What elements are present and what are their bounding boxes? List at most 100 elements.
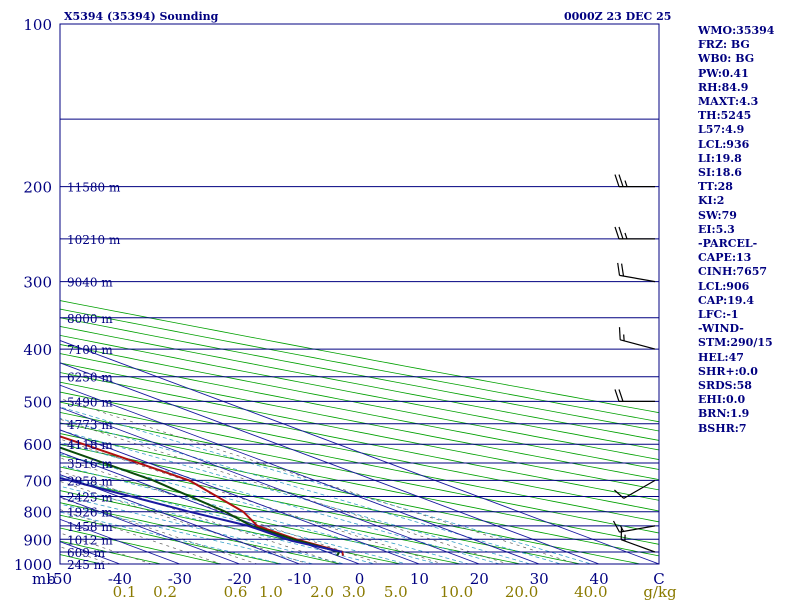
dry-adiabat bbox=[60, 478, 463, 564]
temperature-tick-label: 40 bbox=[590, 570, 609, 588]
pressure-tick-label: 800 bbox=[23, 504, 52, 522]
wind-barb bbox=[617, 262, 656, 283]
sounding-profiles bbox=[60, 435, 345, 557]
index-item: -PARCEL- bbox=[698, 237, 758, 251]
isotherm bbox=[60, 340, 659, 564]
temperature-tick-label: -40 bbox=[108, 570, 132, 588]
dry-adiabat bbox=[60, 326, 659, 441]
temperature-tick-label: -30 bbox=[168, 570, 192, 588]
dry-adiabat bbox=[60, 433, 659, 557]
height-label: 5490 m bbox=[67, 395, 113, 409]
mixing-ratio-tick-label: 3.0 bbox=[342, 583, 366, 600]
index-item: PW:0.41 bbox=[698, 66, 749, 80]
dry-adiabat bbox=[60, 372, 659, 491]
mixing-ratio-tick-label: 20.0 bbox=[505, 583, 538, 600]
wind-barb bbox=[620, 526, 656, 553]
wind-barb bbox=[614, 479, 656, 499]
mixing-ratio-tick-label: 0.1 bbox=[113, 583, 137, 600]
index-item: LCL:936 bbox=[698, 137, 750, 151]
chart-title: X5394 (35394) Sounding bbox=[64, 10, 219, 23]
dry-adiabat bbox=[60, 502, 343, 564]
plot-frame bbox=[59, 23, 660, 565]
index-item: TH:5245 bbox=[698, 109, 752, 123]
index-item: CAPE:13 bbox=[698, 251, 752, 265]
index-item: EHI:0.0 bbox=[698, 393, 746, 407]
height-label: 3516 m bbox=[67, 457, 113, 471]
index-item: SW:79 bbox=[698, 208, 737, 222]
moist-adiabat bbox=[60, 475, 408, 564]
height-label: 1926 m bbox=[67, 506, 113, 520]
mixing-ratio-tick-label: 0.6 bbox=[224, 583, 248, 600]
pressure-tick-label: 600 bbox=[23, 436, 52, 454]
temperature-tick-label: C bbox=[653, 570, 664, 588]
dry-adiabat bbox=[60, 401, 659, 523]
index-item: LCL:906 bbox=[698, 279, 750, 293]
index-item: SI:18.6 bbox=[698, 166, 742, 180]
mixing-ratio-line bbox=[60, 457, 383, 564]
index-item: -WIND- bbox=[698, 322, 744, 336]
isotherm bbox=[60, 429, 420, 564]
dry-adiabat bbox=[60, 391, 659, 512]
mixing-ratio-tick-label: 2.0 bbox=[310, 583, 334, 600]
mixing-ratio-line bbox=[60, 398, 578, 564]
index-item: L57:4.9 bbox=[698, 123, 745, 137]
mixing-ratio-tick-label: 10.0 bbox=[440, 583, 473, 600]
moist-adiabat bbox=[60, 453, 470, 564]
index-item: WMO:35394 bbox=[698, 24, 775, 37]
height-label: 1458 m bbox=[67, 520, 113, 534]
pressure-unit-label: mb bbox=[32, 570, 56, 588]
height-label: 2425 m bbox=[67, 491, 113, 505]
height-label: 2958 m bbox=[67, 474, 113, 488]
mixing-ratio-line bbox=[60, 470, 341, 564]
index-item: WB0: BG bbox=[698, 52, 755, 66]
wind-barb bbox=[614, 389, 655, 402]
temperature-tick-label: -50 bbox=[48, 570, 72, 588]
isotherm bbox=[60, 384, 540, 564]
index-item: TT:28 bbox=[698, 180, 733, 194]
pressure-tick-label: 900 bbox=[23, 531, 52, 549]
mixing-ratio-tick-label: 5.0 bbox=[384, 583, 408, 600]
height-label: 4773 m bbox=[67, 418, 113, 432]
sounding-indices: WMO:35394 FRZ: BG WB0: BG PW:0.41 RH:84.9 MAX… bbox=[698, 24, 774, 436]
dry-adiabat bbox=[60, 411, 659, 534]
height-label: 10210 m bbox=[67, 233, 121, 247]
temperature-tick-label: -20 bbox=[228, 570, 252, 588]
pressure-tick-label: 500 bbox=[23, 393, 52, 411]
dry-adiabat bbox=[60, 514, 283, 564]
pressure-tick-label: 100 bbox=[23, 16, 52, 34]
moist-adiabat bbox=[60, 418, 562, 564]
moist-adiabat bbox=[60, 429, 532, 564]
dry-adiabat bbox=[60, 527, 223, 564]
dry-adiabat bbox=[60, 362, 659, 481]
index-item: BRN:1.9 bbox=[698, 407, 750, 421]
wind-barb bbox=[614, 226, 655, 240]
moist-adiabat bbox=[60, 511, 284, 564]
dry-adiabat bbox=[60, 353, 659, 470]
dry-adiabat bbox=[60, 490, 403, 564]
index-item: SRDS:58 bbox=[698, 379, 752, 393]
index-item: EI:5.3 bbox=[698, 222, 735, 236]
height-label: 8000 m bbox=[67, 312, 113, 326]
pressure-tick-label: 300 bbox=[23, 274, 52, 292]
temperature-tick-label: 10 bbox=[410, 570, 429, 588]
index-item: SHR+:0.0 bbox=[698, 364, 758, 378]
mixing-ratio-tick-label: 40.0 bbox=[574, 583, 607, 600]
temperature-tick-label: 30 bbox=[530, 570, 549, 588]
height-label: 4118 m bbox=[67, 438, 113, 452]
index-item: CAP:19.4 bbox=[698, 293, 755, 307]
index-item: LI:19.8 bbox=[698, 151, 742, 165]
mixing-ratio-tick-label: g/kg bbox=[643, 583, 677, 600]
isotherm bbox=[60, 407, 480, 564]
temperature-tick-label: -10 bbox=[288, 570, 312, 588]
mixing-ratio-tick-label: 0.2 bbox=[153, 583, 177, 600]
dewpoint-line bbox=[60, 446, 341, 557]
height-label: 245 m bbox=[67, 558, 106, 572]
mixing-ratio-line bbox=[60, 509, 223, 564]
temperature-tick-label: 0 bbox=[355, 570, 365, 588]
dry-adiabat bbox=[60, 381, 659, 501]
mixing-ratio-line bbox=[60, 532, 153, 564]
temperature-tick-label: 20 bbox=[470, 570, 489, 588]
pressure-tick-label: 1000 bbox=[14, 556, 52, 574]
